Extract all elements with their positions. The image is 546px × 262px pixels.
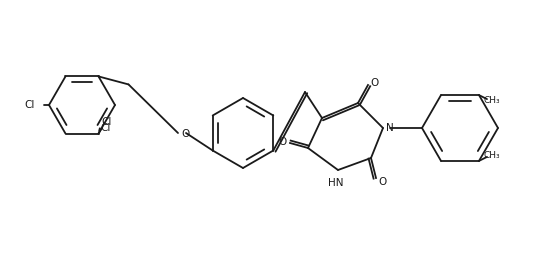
Text: CH₃: CH₃ (484, 151, 501, 160)
Text: N: N (386, 123, 394, 133)
Text: O: O (279, 137, 287, 147)
Text: O: O (181, 129, 189, 139)
Text: CH₃: CH₃ (484, 96, 501, 105)
Text: HN: HN (328, 178, 344, 188)
Text: Cl: Cl (102, 117, 112, 127)
Text: O: O (378, 177, 386, 187)
Text: Cl: Cl (100, 123, 111, 133)
Text: O: O (370, 78, 378, 88)
Text: Cl: Cl (25, 100, 35, 110)
